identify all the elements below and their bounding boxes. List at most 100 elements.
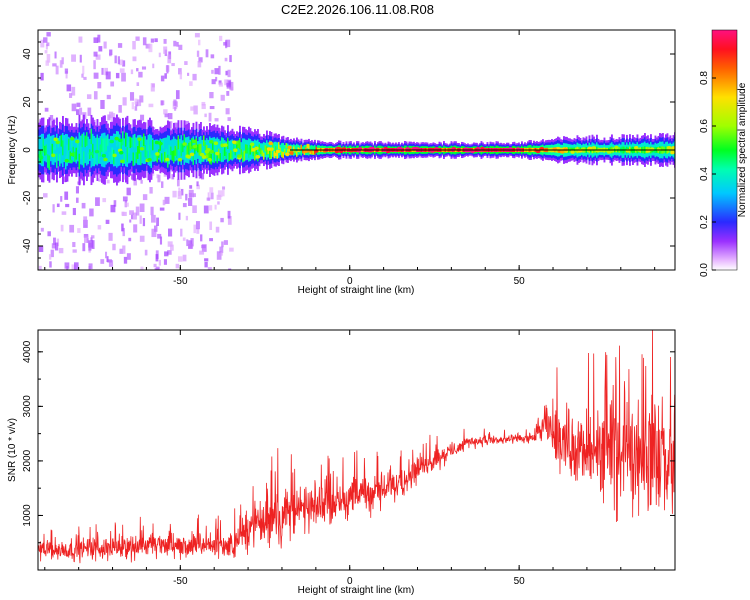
spectrogram-speck — [192, 205, 197, 214]
spectrogram-core-cell — [207, 150, 210, 160]
spectrogram-y-tick-label: 0 — [22, 147, 33, 153]
spectrogram-core-cell — [197, 144, 199, 153]
spectrogram-cell — [216, 137, 219, 163]
spectrogram-speck — [227, 210, 231, 219]
spectrogram-speck — [122, 227, 125, 237]
spectrogram-peak-dot — [117, 138, 123, 143]
spectrogram-core-cell — [222, 149, 225, 161]
spectrogram-core-cell — [308, 143, 310, 149]
spectrogram-core-cell — [179, 141, 181, 152]
spectrogram-core-cell — [272, 143, 274, 150]
spectrogram-peak-dot — [185, 154, 190, 159]
spectrogram-speck — [136, 68, 139, 72]
spectrogram-speck — [210, 192, 214, 200]
spectrogram-speck — [106, 256, 109, 263]
spectrogram-speck — [196, 184, 200, 190]
spectrogram-speck — [196, 50, 200, 57]
spectrogram-speck — [174, 122, 180, 130]
spectrogram-peak-dot — [595, 148, 600, 153]
spectrogram-peak-dot — [303, 149, 309, 154]
spectrogram-core-cell — [104, 137, 106, 153]
spectrogram-peak-dot — [114, 136, 119, 141]
spectrogram-core-cell — [231, 151, 234, 161]
spectrogram-peak-dot — [206, 147, 211, 152]
spectrogram-core-cell — [78, 153, 81, 170]
snr-panel: -50 0 50 1000 2000 3000 4000 Height of straig… — [7, 329, 676, 596]
spectrogram-speck — [214, 68, 219, 75]
spectrogram-core-cell — [194, 145, 196, 155]
spectrogram-speck — [79, 107, 83, 115]
spectrogram-speck — [66, 84, 72, 92]
spectrogram-core-cell — [243, 150, 246, 161]
snr-y-tick-label: 3000 — [22, 395, 33, 418]
spectrogram-cell — [107, 136, 109, 164]
spectrogram-core-cell — [251, 143, 253, 153]
spectrogram-speck — [52, 63, 57, 67]
colorbar-tick-label: 0.8 — [699, 71, 710, 85]
spectrogram-speck — [220, 94, 225, 101]
spectrogram-speck — [223, 42, 227, 46]
spectrogram-speck — [105, 251, 108, 259]
spectrogram-speck — [98, 178, 102, 182]
spectrogram-peak-dot — [109, 139, 114, 144]
spectrogram-speck — [65, 203, 70, 208]
spectrogram-speck — [151, 214, 156, 223]
spectrogram-peak-dot — [209, 149, 214, 154]
spectrogram-speck — [167, 250, 172, 255]
spectrogram-speck — [226, 91, 230, 96]
spectrogram-core-cell — [101, 137, 103, 152]
spectrogram-core-cell — [282, 152, 285, 159]
spectrogram-cell — [98, 137, 100, 163]
spectrogram-peak-dot — [38, 154, 42, 158]
spectrogram-core-cell — [225, 151, 228, 160]
spectrogram-speck — [229, 55, 232, 63]
spectrogram-core-cell — [141, 138, 144, 151]
spectrogram-core-cell — [263, 152, 265, 160]
spectrogram-speck — [185, 215, 189, 221]
spectrogram-speck — [129, 219, 132, 223]
spectrogram-core-cell — [302, 149, 304, 154]
spectrogram-cell — [162, 138, 165, 162]
snr-y-tick-label: 1000 — [22, 504, 33, 527]
spectrogram-cell — [93, 136, 96, 164]
spectrogram-core-cell — [137, 146, 139, 160]
spectrogram-speck — [209, 92, 214, 99]
spectrogram-speck — [150, 206, 154, 216]
spectrogram-speck — [109, 111, 114, 119]
spectrogram-core-cell — [93, 153, 96, 167]
spectrogram-speck — [112, 243, 116, 251]
spectrogram-speck — [163, 259, 167, 265]
spectrogram-peak-dot — [139, 146, 145, 151]
spectrogram-core-cell — [230, 150, 232, 159]
spectrogram-speck — [50, 249, 54, 258]
spectrogram-peak-dot — [670, 150, 675, 155]
spectrogram-peak-dot — [570, 150, 575, 154]
spectrogram-speck — [72, 242, 76, 248]
spectrogram-core-cell — [198, 144, 201, 156]
spectrogram-speck — [159, 236, 163, 245]
spectrogram-speck — [214, 204, 217, 210]
spectrogram-speck — [40, 227, 44, 232]
spectrogram-speck — [222, 189, 225, 197]
spectrogram-peak-dot — [215, 151, 220, 156]
spectrogram-core-cell — [294, 148, 297, 154]
spectrogram-speck — [101, 67, 104, 75]
spectrogram-speck — [100, 259, 105, 264]
spectrogram-speck — [188, 189, 194, 198]
spectrogram-cell — [155, 139, 157, 161]
spectrogram-speck — [210, 54, 215, 59]
spectrogram-core-cell — [128, 141, 130, 154]
spectrogram-speck — [177, 256, 183, 262]
spectrogram-speck — [142, 218, 146, 227]
spectrogram-speck — [128, 237, 132, 242]
spectrogram-peak-dot — [671, 146, 675, 150]
spectrogram-speck — [83, 76, 87, 80]
spectrogram-speck — [222, 186, 226, 190]
spectrogram-core-cell — [204, 142, 207, 151]
spectrogram-speck — [163, 38, 167, 44]
spectrogram-speck — [220, 251, 223, 256]
spectrogram-peak-dot — [287, 145, 292, 150]
spectrogram-speck — [110, 204, 116, 213]
spectrogram-core-cell — [48, 155, 51, 170]
spectrogram-speck — [81, 73, 84, 78]
